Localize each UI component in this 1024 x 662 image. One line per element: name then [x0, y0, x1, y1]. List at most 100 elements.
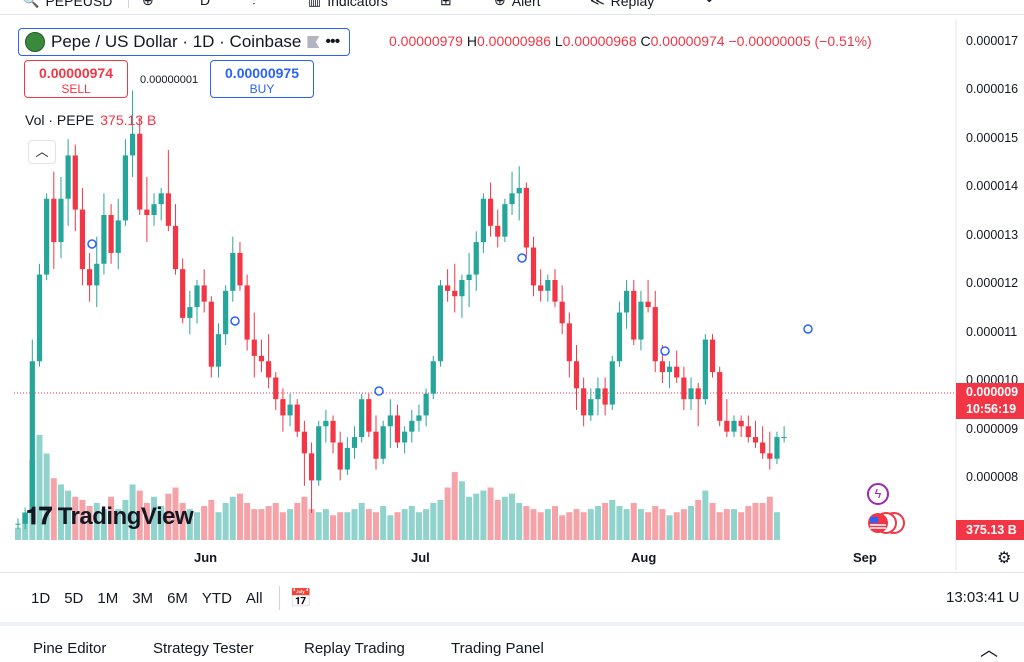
candle-body — [559, 301, 565, 324]
candle-body — [652, 307, 658, 362]
volume-bar — [659, 509, 666, 540]
chart-bottom-border — [0, 572, 1024, 573]
event-marker[interactable] — [803, 324, 813, 334]
candle-body — [87, 269, 93, 286]
range-1d[interactable]: 1D — [31, 589, 51, 607]
candle-body — [36, 274, 43, 362]
replay-button[interactable]: ≪ Replay — [590, 0, 654, 9]
candle-body — [752, 437, 759, 443]
symbol-legend[interactable]: Pepe / US Dollar · 1D · Coinbase ••• — [18, 28, 351, 56]
collapse-legend-button[interactable]: ︿ — [28, 140, 56, 164]
event-marker[interactable] — [660, 346, 670, 356]
candle-body — [108, 215, 114, 253]
candle-body — [380, 426, 386, 459]
replay-icon: ≪ — [590, 0, 605, 8]
candle-body — [351, 437, 358, 448]
event-marker[interactable] — [374, 386, 384, 396]
range-all[interactable]: All — [245, 589, 263, 607]
candle-body — [545, 280, 551, 291]
chevron-up-icon: ︿ — [35, 144, 49, 159]
tab-trading-panel[interactable]: Trading Panel — [451, 640, 544, 657]
price-tick: 0.000017 — [966, 34, 1019, 48]
volume-bar — [15, 527, 21, 540]
indicators-button[interactable]: ▥ Indicators — [308, 0, 388, 9]
volume-bar — [222, 502, 229, 540]
add-symbol-button[interactable]: ⊕ — [142, 0, 154, 9]
price-scale[interactable]: 0.000017 0.000016 0.000015 0.000014 0.00… — [956, 20, 1024, 570]
volume-bar — [745, 506, 752, 540]
volume-bar — [208, 499, 215, 540]
event-marker[interactable] — [517, 253, 527, 263]
candle-body — [666, 366, 673, 373]
volume-bar — [773, 512, 780, 540]
range-ytd[interactable]: YTD — [201, 589, 232, 607]
flag-icon[interactable] — [307, 36, 320, 48]
volume-bar — [616, 506, 623, 540]
candle-body — [609, 361, 615, 405]
pepe-logo-icon — [25, 32, 45, 52]
layouts-button[interactable]: ⊞ — [440, 0, 452, 9]
candle-body — [65, 155, 71, 199]
volume-bar — [72, 496, 79, 540]
volume-bar — [487, 487, 494, 540]
calendar-goto-icon[interactable]: 📅 — [289, 587, 312, 608]
candlestick-chart[interactable] — [0, 20, 1024, 570]
candle-body — [516, 187, 522, 194]
price-tick: 0.000016 — [966, 82, 1019, 96]
chart-type-button[interactable]: ⫶ — [252, 0, 256, 9]
tab-pine-editor[interactable]: Pine Editor — [33, 640, 107, 657]
volume-bar — [666, 515, 673, 540]
tradingview-logo[interactable]: 𝟏𝟕 TradingView — [26, 503, 194, 530]
candle-body — [165, 193, 171, 226]
sell-button[interactable]: 0.00000974 SELL — [24, 60, 128, 98]
buy-button[interactable]: 0.00000975 BUY — [210, 60, 314, 98]
timezone-clock[interactable]: 13:03:41 U — [946, 589, 1020, 606]
range-1m[interactable]: 1M — [97, 589, 119, 607]
candle-body — [387, 415, 393, 427]
undo-button[interactable]: ↶ — [706, 0, 718, 9]
volume-bar — [136, 490, 143, 540]
price-tick: 0.000015 — [966, 131, 1019, 145]
interval-button[interactable]: D — [200, 0, 211, 8]
chart-settings-icon[interactable]: ⚙ — [997, 550, 1012, 567]
tab-replay-trading[interactable]: Replay Trading — [304, 640, 405, 657]
volume-bar — [129, 484, 136, 540]
volume-bar — [287, 509, 294, 540]
economic-events-icon[interactable] — [866, 512, 908, 534]
volume-bar — [165, 493, 172, 540]
volume-bar — [236, 493, 243, 540]
lightning-icon[interactable]: ϟ — [867, 483, 889, 505]
candle-body — [194, 285, 200, 308]
volume-bar — [79, 499, 86, 540]
range-6m[interactable]: 6M — [167, 589, 188, 607]
price-tick: 0.000012 — [966, 276, 1019, 290]
tab-strategy-tester[interactable]: Strategy Tester — [153, 640, 254, 657]
event-marker[interactable] — [87, 239, 97, 249]
event-marker[interactable] — [230, 316, 240, 326]
candle-body — [695, 388, 701, 400]
volume-legend[interactable]: Vol · PEPE 375.13 B — [25, 112, 157, 128]
volume-bar — [752, 502, 759, 540]
volume-bar — [279, 512, 286, 540]
expand-panel-icon[interactable]: ︿ — [980, 640, 998, 660]
candle-body — [509, 193, 515, 205]
candle-body — [473, 242, 479, 275]
candle-body — [466, 274, 472, 280]
more-options-icon[interactable]: ••• — [325, 33, 340, 50]
candle-body — [394, 415, 401, 443]
time-axis[interactable]: Jun Jul Aug Sep — [0, 540, 956, 572]
candle-body — [58, 198, 64, 243]
candle-body — [337, 442, 343, 470]
volume-bar — [509, 493, 516, 540]
symbol-search-button[interactable]: 🔍 PEPEUSD — [22, 0, 112, 9]
volume-bar — [86, 506, 93, 540]
range-3m[interactable]: 3M — [132, 589, 154, 607]
volume-bar — [537, 512, 544, 540]
candle-body — [416, 415, 422, 421]
volume-bar — [602, 502, 609, 540]
candle-body — [316, 426, 322, 481]
volume-bar — [50, 478, 57, 540]
range-5d[interactable]: 5D — [64, 589, 84, 607]
alert-button[interactable]: ⊕ Alert — [494, 0, 541, 9]
volume-bar — [544, 509, 551, 540]
